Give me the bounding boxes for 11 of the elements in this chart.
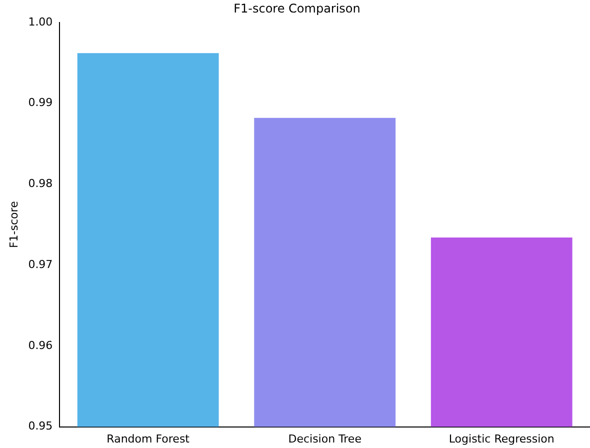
chart-title: F1-score Comparison xyxy=(234,1,360,16)
y-tick-label: 0.95 xyxy=(28,420,53,433)
x-tick-label: Logistic Regression xyxy=(448,432,554,446)
y-tick-label: 0.99 xyxy=(28,96,53,110)
y-tick-label: 0.96 xyxy=(28,338,53,352)
x-tick-label: Random Forest xyxy=(106,432,190,446)
y-tick-label: 0.98 xyxy=(28,177,53,190)
y-axis-title: F1-score xyxy=(7,200,20,248)
y-tick-label: 0.97 xyxy=(28,258,53,271)
x-tick-label: Decision Tree xyxy=(288,432,362,446)
y-tick-label: 1.00 xyxy=(28,15,53,28)
